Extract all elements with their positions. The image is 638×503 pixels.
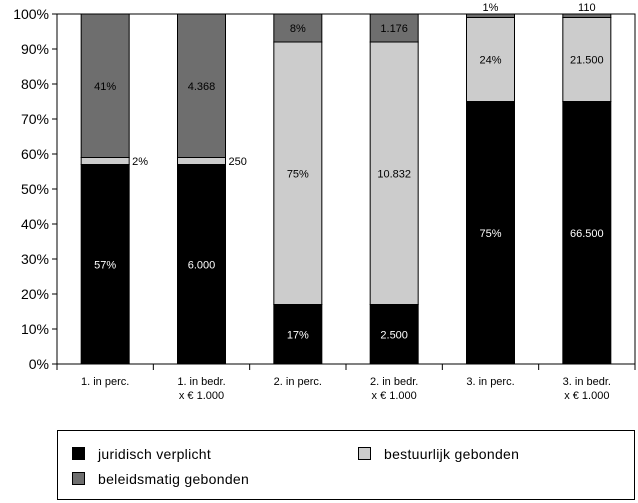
data-label-juridisch-verplicht-2: 6.000 [188,259,216,271]
x-tick-label-1: 1. in perc. [81,376,129,388]
bar-segment-beleidsmatig-gebonden-3 [273,13,323,43]
legend-label-juridisch-verplicht: juridisch verplicht [98,446,212,462]
x-tick-label-5: 3. in perc. [466,376,514,388]
bar-segment-juridisch-verplicht-5 [466,101,515,365]
data-label-juridisch-verplicht-4: 2.500 [380,329,408,341]
data-label-beleidsmatig-gebonden-2: 4.368 [188,81,216,93]
legend-swatch-bestuurlijk-gebonden [358,447,371,460]
data-label-bestuurlijk-gebonden-5: 24% [479,55,501,67]
y-tick-label-0: 0% [29,356,49,372]
data-label-bestuurlijk-gebonden-6: 21.500 [570,55,604,67]
bar-segment-bestuurlijk-gebonden-3 [273,41,323,305]
bar-segment-juridisch-verplicht-1 [80,164,130,365]
legend-item-juridisch-verplicht: juridisch verplicht [72,446,211,462]
y-tick-label-6: 60% [21,146,49,162]
bar-segment-beleidsmatig-gebonden-5 [466,13,515,18]
data-label-bestuurlijk-gebonden-3: 75% [287,168,309,180]
bar-segment-bestuurlijk-gebonden-1 [80,157,130,165]
y-tick-label-9: 90% [21,41,49,57]
legend-item-beleidsmatig-gebonden: beleidsmatig gebonden [72,471,249,487]
x-tick-label-4-line2: x € 1.000 [372,390,417,402]
bar-segment-juridisch-verplicht-6 [562,101,612,365]
bar-segment-bestuurlijk-gebonden-2 [177,157,226,165]
data-label-juridisch-verplicht-1: 57% [94,259,116,271]
plot-frame [56,13,636,365]
legend-item-bestuurlijk-gebonden: bestuurlijk gebonden [358,446,519,462]
data-label-beleidsmatig-gebonden-5: 1% [483,2,499,14]
bar-segment-juridisch-verplicht-4 [369,304,419,365]
data-label-beleidsmatig-gebonden-6: 110 [578,2,596,14]
x-tick-label-3: 2. in perc. [274,376,322,388]
data-label-beleidsmatig-gebonden-3: 8% [290,23,306,35]
chart-legend: juridisch verplicht bestuurlijk gebonden… [57,430,635,500]
x-tick-label-2: 1. in bedr. [177,376,225,388]
y-tick-label-4: 40% [21,216,49,232]
data-label-beleidsmatig-gebonden-1: 41% [94,81,116,93]
bar-segment-beleidsmatig-gebonden-1 [80,13,130,158]
data-label-juridisch-verplicht-5: 75% [479,228,501,240]
y-tick-label-1: 10% [21,321,49,337]
y-tick-label-7: 70% [21,111,49,127]
data-label-juridisch-verplicht-3: 17% [287,329,309,341]
x-tick-label-2-line2: x € 1.000 [179,390,224,402]
bar-segment-beleidsmatig-gebonden-2 [177,13,226,158]
legend-swatch-beleidsmatig-gebonden [72,472,85,485]
legend-label-beleidsmatig-gebonden: beleidsmatig gebonden [98,471,250,487]
data-label-bestuurlijk-gebonden-1: 2% [132,156,148,168]
data-label-bestuurlijk-gebonden-2: 250 [229,156,247,168]
data-label-juridisch-verplicht-6: 66.500 [570,228,604,240]
stacked-bar-chart: 57% 2% 41% 6.000 250 4.368 17% 75% 8% 2.500 10.832… [13,2,636,402]
y-tick-label-5: 50% [21,181,49,197]
bar-segment-beleidsmatig-gebonden-4 [369,13,419,43]
x-tick-label-6: 3. in bedr. [563,376,611,388]
legend-label-bestuurlijk-gebonden: bestuurlijk gebonden [384,446,520,462]
y-tick-label-2: 20% [21,286,49,302]
bar-segment-bestuurlijk-gebonden-4 [369,41,419,305]
y-tick-label-8: 80% [21,76,49,92]
x-tick-label-6-line2: x € 1.000 [564,390,609,402]
y-tick-label-10: 100% [13,6,49,22]
data-label-bestuurlijk-gebonden-4: 10.832 [377,168,411,180]
bar-segment-bestuurlijk-gebonden-5 [466,17,515,102]
x-tick-label-4: 2. in bedr. [370,376,418,388]
data-label-beleidsmatig-gebonden-4: 1.176 [380,23,408,35]
legend-swatch-juridisch-verplicht [72,447,85,460]
y-tick-label-3: 30% [21,251,49,267]
bar-segment-beleidsmatig-gebonden-6 [562,13,612,18]
